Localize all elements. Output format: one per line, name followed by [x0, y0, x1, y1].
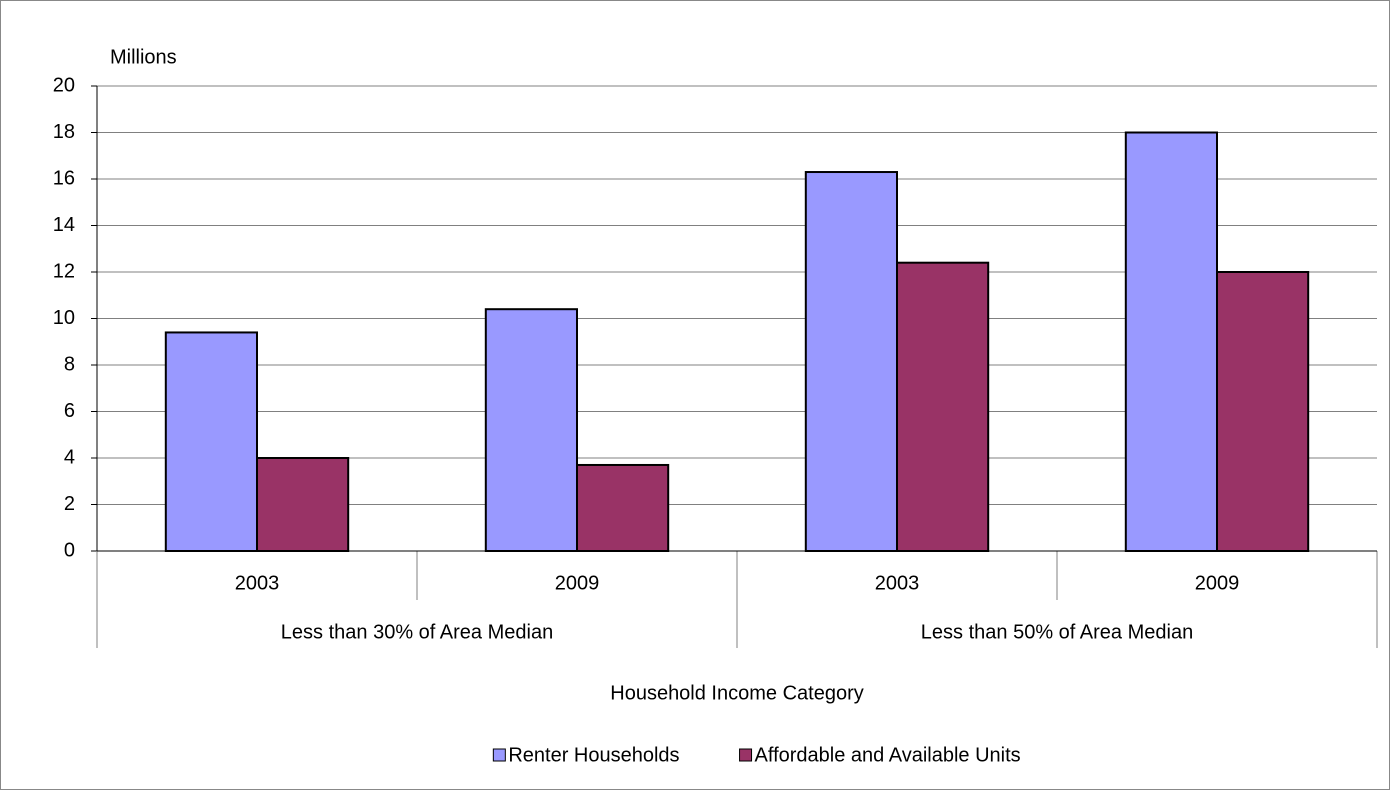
x-tick-label: 2009: [1195, 572, 1240, 594]
y-tick-label: 12: [53, 260, 75, 282]
y-tick-label: 8: [64, 353, 75, 375]
y-axis-label: Millions: [110, 46, 177, 68]
x-tick-label: 2003: [235, 572, 280, 594]
y-tick-label: 6: [64, 400, 75, 422]
y-tick-label: 20: [53, 74, 75, 96]
legend-swatch: [739, 748, 753, 762]
bar: [164, 331, 258, 553]
bar: [1216, 271, 1310, 552]
y-tick-label: 0: [64, 539, 75, 561]
y-tick-label: 18: [53, 121, 75, 143]
bar: [804, 171, 898, 552]
y-tick-label: 14: [53, 214, 75, 236]
bar: [256, 457, 350, 552]
x-tick-label: 2009: [555, 572, 600, 594]
legend-label: Affordable and Available Units: [755, 744, 1021, 766]
group-label: Less than 30% of Area Median: [281, 621, 553, 643]
y-tick-label: 4: [64, 446, 75, 468]
bar: [1124, 131, 1219, 552]
group-label: Less than 50% of Area Median: [921, 621, 1193, 643]
y-tick-label: 16: [53, 167, 75, 189]
bar: [576, 463, 670, 553]
y-tick-label: 10: [53, 307, 75, 329]
bar: [484, 308, 578, 553]
legend-label: Renter Households: [508, 744, 679, 766]
bar: [896, 261, 990, 552]
x-axis-label: Household Income Category: [610, 682, 863, 704]
x-tick-label: 2003: [875, 572, 920, 594]
legend-swatch: [492, 748, 506, 762]
y-tick-label: 2: [64, 493, 75, 515]
